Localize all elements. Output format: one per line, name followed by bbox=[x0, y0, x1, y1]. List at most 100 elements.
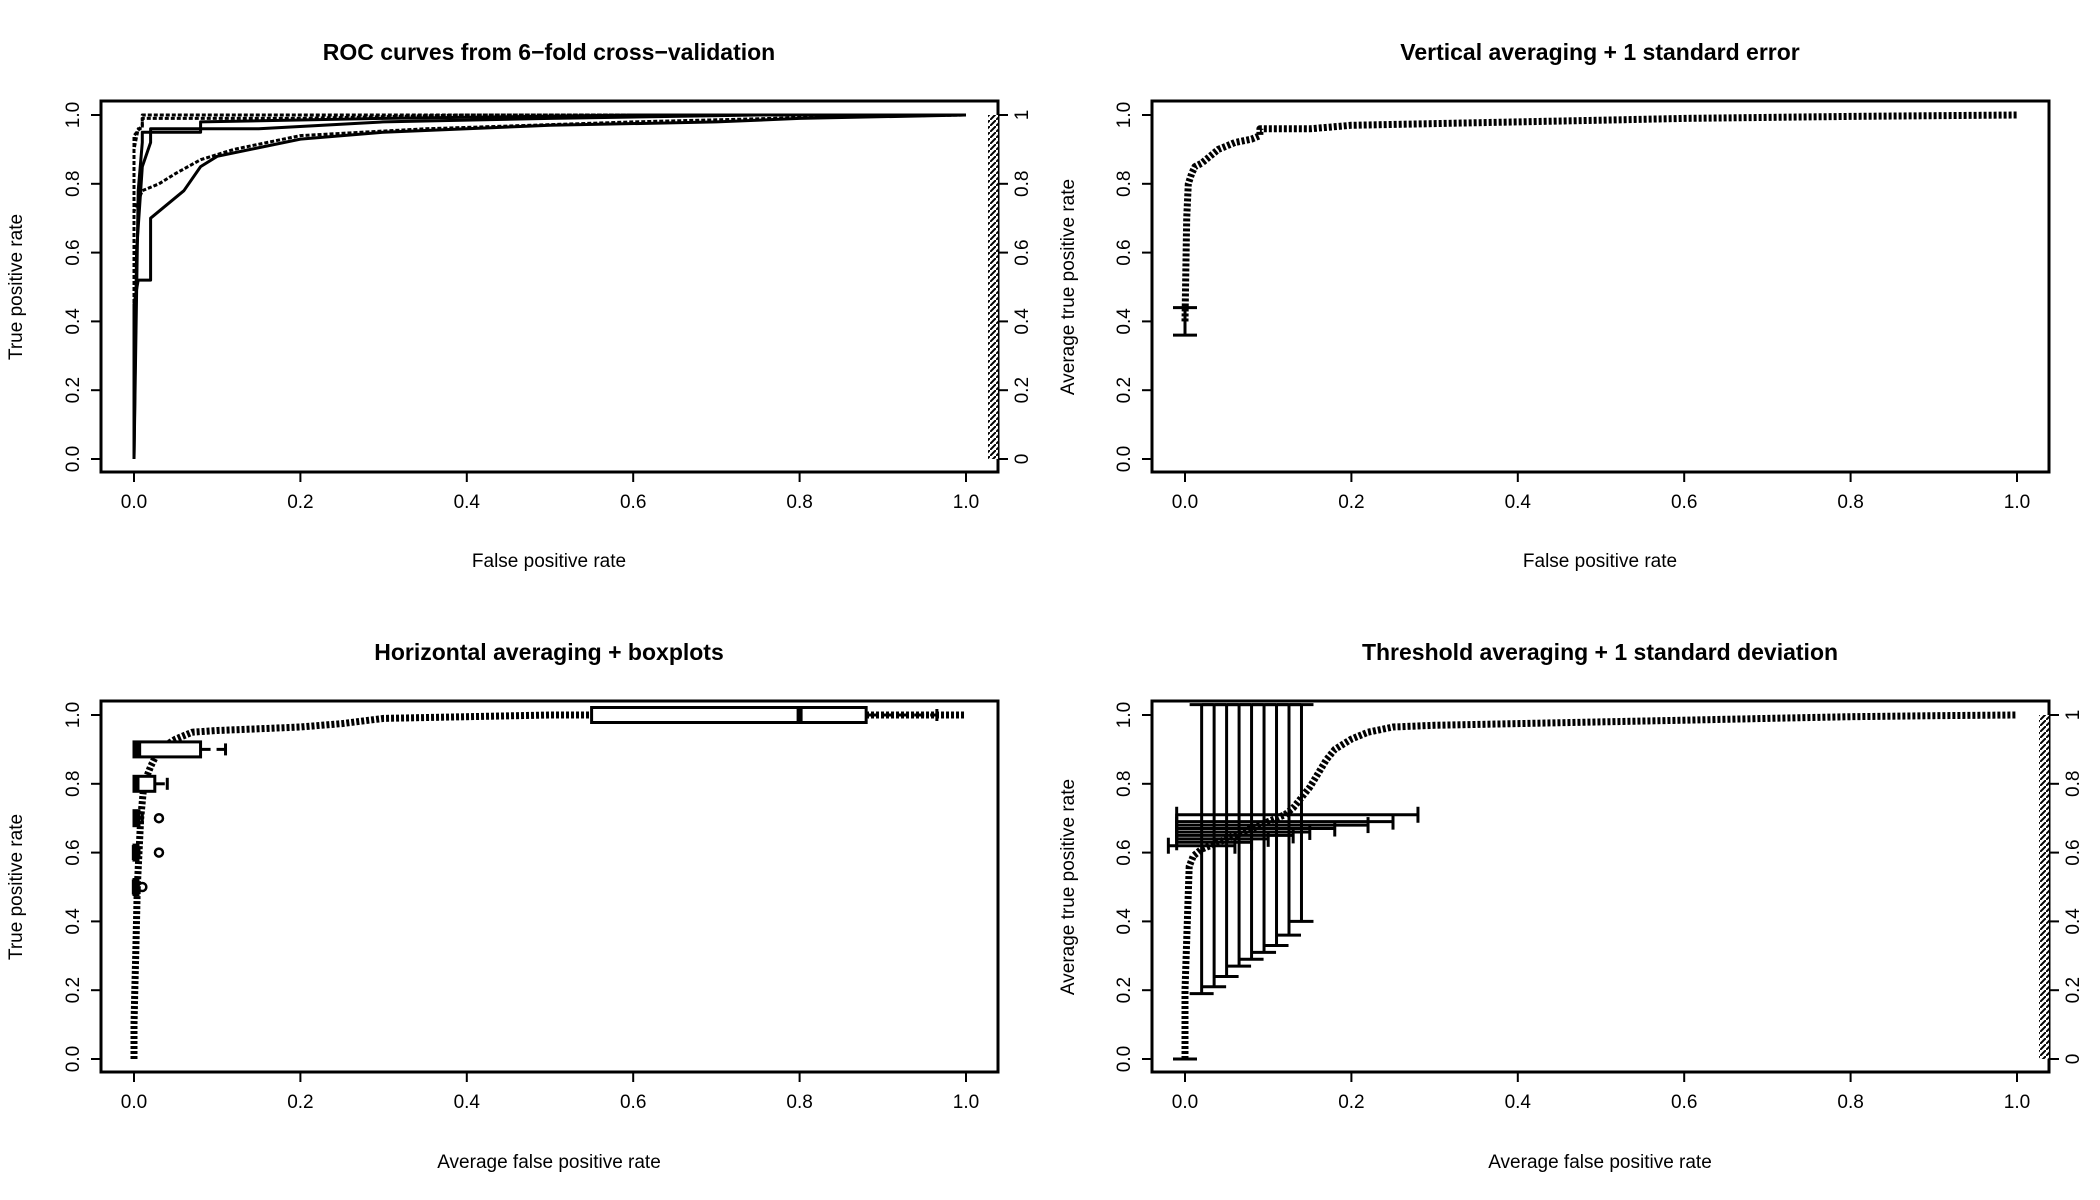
x-tick-label: 0.6 bbox=[1671, 492, 1697, 513]
roc-curve-1 bbox=[132, 113, 967, 459]
y-tick-label: 0.0 bbox=[63, 446, 84, 472]
panel-horizontal-avg-ylabel: True positive rate bbox=[6, 814, 27, 960]
x-tick-label: 0.6 bbox=[620, 1092, 646, 1113]
panel-vertical-avg-frame bbox=[1150, 99, 2051, 474]
panel-horizontal-avg-x-axis: 0.0 0.2 0.4 0.6 0.8 1.0 bbox=[121, 1072, 979, 1113]
panel-horizontal-avg-xlabel: Average false positive rate bbox=[437, 1152, 661, 1173]
boxplot-box bbox=[132, 740, 203, 759]
x-tick-label: 0.2 bbox=[287, 492, 313, 513]
y-tick-label: 0.4 bbox=[1114, 908, 1135, 935]
panel-threshold-avg-xlabel: Average false positive rate bbox=[1488, 1152, 1712, 1173]
x-tick-label: 0.8 bbox=[1837, 1092, 1863, 1113]
panel-vertical-avg-xlabel: False positive rate bbox=[1523, 551, 1677, 572]
right-tick-label: 0.2 bbox=[1012, 377, 1033, 403]
y-tick-label: 0.8 bbox=[1114, 171, 1135, 197]
right-tick-label: 0.8 bbox=[1012, 171, 1033, 197]
x-tick-label: 0.4 bbox=[454, 492, 481, 513]
y-tick-label: 0.8 bbox=[63, 771, 84, 797]
x-tick-label: 1.0 bbox=[953, 1092, 979, 1113]
x-tick-label: 0.6 bbox=[620, 492, 646, 513]
x-tick-label: 0.8 bbox=[786, 492, 812, 513]
y-tick-label: 0.6 bbox=[63, 239, 84, 265]
right-tick-label: 1 bbox=[2063, 710, 2084, 721]
panel-threshold-avg-y-axis: 0.0 0.2 0.4 0.6 0.8 1.0 bbox=[1114, 702, 1152, 1072]
y-tick-label: 0.4 bbox=[63, 908, 84, 935]
panel-horizontal-avg: Horizontal averaging + boxplots 0.0 0.2 0.… bbox=[6, 639, 1000, 1173]
roc-curve-4 bbox=[132, 113, 966, 459]
right-tick-label: 0.4 bbox=[1012, 308, 1033, 335]
panel-cv-curves-y-axis: 0.0 0.2 0.4 0.6 0.8 1.0 bbox=[63, 102, 101, 472]
panel-threshold-avg-right-axis: 0 0.2 0.4 0.6 0.8 1 bbox=[2049, 710, 2084, 1065]
y-tick-label: 0.4 bbox=[63, 308, 84, 335]
y-tick-label: 0.6 bbox=[1114, 839, 1135, 865]
y-tick-label: 0.6 bbox=[1114, 239, 1135, 265]
roc-curve-2 bbox=[132, 113, 967, 459]
panel-cv-curves-right-axis: 0 0.2 0.4 0.6 0.8 1 bbox=[998, 110, 1033, 465]
boxplot-outlier bbox=[137, 881, 148, 893]
y-tick-label: 1.0 bbox=[63, 702, 84, 728]
right-tick-label: 0.8 bbox=[2063, 771, 2084, 797]
x-tick-label: 0.4 bbox=[1505, 1092, 1532, 1113]
x-tick-label: 0.6 bbox=[1671, 1092, 1697, 1113]
panel-cv-curves-xlabel: False positive rate bbox=[472, 551, 626, 572]
panel-cv-curves: ROC curves from 6−fold cross−validation … bbox=[6, 39, 1079, 572]
boxplot-outlier bbox=[153, 812, 165, 824]
y-tick-label: 0.2 bbox=[63, 977, 84, 1003]
panel-threshold-avg-x-axis: 0.0 0.2 0.4 0.6 0.8 1.0 bbox=[1172, 1072, 2030, 1113]
boxplot-outlier bbox=[153, 847, 165, 858]
panel-horizontal-avg-title: Horizontal averaging + boxplots bbox=[374, 639, 724, 665]
panel-vertical-avg-lines bbox=[1173, 111, 2018, 337]
y-tick-label: 0.8 bbox=[63, 171, 84, 197]
panel-vertical-avg-x-axis: 0.0 0.2 0.4 0.6 0.8 1.0 bbox=[1172, 472, 2030, 513]
x-tick-label: 0.2 bbox=[1338, 492, 1364, 513]
y-tick-label: 0.2 bbox=[63, 377, 84, 403]
panel-cv-curves-x-axis: 0.0 0.2 0.4 0.6 0.8 1.0 bbox=[121, 472, 979, 513]
panel-threshold-avg-frame bbox=[1150, 699, 2051, 1074]
panel-cv-curves-lines bbox=[132, 113, 967, 460]
panel-horizontal-avg-y-axis: 0.0 0.2 0.4 0.6 0.8 1.0 bbox=[63, 702, 101, 1072]
x-tick-label: 0.8 bbox=[786, 1092, 812, 1113]
panel-cv-curves-title: ROC curves from 6−fold cross−validation bbox=[323, 39, 775, 65]
roc-curve-1 bbox=[1181, 111, 2018, 322]
panel-threshold-avg-colorbar bbox=[2039, 715, 2049, 1059]
roc-curve-1 bbox=[1181, 711, 2018, 1059]
right-tick-label: 0.6 bbox=[2063, 839, 2084, 865]
boxplot-box bbox=[590, 706, 868, 724]
y-tick-label: 0.0 bbox=[1114, 446, 1135, 472]
y-tick-label: 0.4 bbox=[1114, 308, 1135, 335]
x-tick-label: 0.2 bbox=[287, 1092, 313, 1113]
roc-curve-6 bbox=[132, 113, 966, 459]
panel-cv-curves-ylabel: True positive rate bbox=[6, 214, 27, 360]
right-tick-label: 0.6 bbox=[1012, 239, 1033, 265]
y-tick-label: 0.8 bbox=[1114, 771, 1135, 797]
y-tick-label: 0.0 bbox=[63, 1046, 84, 1072]
panel-vertical-avg: Vertical averaging + 1 standard error 0.… bbox=[1114, 39, 2051, 572]
x-tick-label: 0.4 bbox=[454, 1092, 481, 1113]
panel-cv-curves-frame bbox=[99, 99, 1000, 474]
y-tick-label: 1.0 bbox=[1114, 702, 1135, 728]
y-tick-label: 1.0 bbox=[63, 102, 84, 128]
x-tick-label: 0.2 bbox=[1338, 1092, 1364, 1113]
right-tick-label: 0 bbox=[1012, 454, 1033, 465]
x-tick-label: 0.0 bbox=[121, 492, 147, 513]
x-tick-label: 1.0 bbox=[2004, 1092, 2030, 1113]
x-tick-label: 0.0 bbox=[1172, 1092, 1198, 1113]
y-tick-label: 0.6 bbox=[63, 839, 84, 865]
y-tick-label: 0.0 bbox=[1114, 1046, 1135, 1072]
panel-threshold-avg-lines bbox=[1166, 703, 2018, 1061]
panel-vertical-avg-y-axis: 0.0 0.2 0.4 0.6 0.8 1.0 bbox=[1114, 102, 1152, 472]
panel-vertical-avg-title: Vertical averaging + 1 standard error bbox=[1400, 39, 1800, 65]
right-tick-label: 1 bbox=[1012, 110, 1033, 121]
x-tick-label: 0.8 bbox=[1837, 492, 1863, 513]
panel-cv-curves-ylabel-right: Average true positive rate bbox=[1058, 179, 1079, 395]
right-tick-label: 0 bbox=[2063, 1054, 2084, 1065]
panel-cv-curves-colorbar bbox=[988, 115, 998, 459]
panel-threshold-avg-ylabel: Average true positive rate bbox=[1058, 779, 1079, 995]
x-tick-label: 0.0 bbox=[1172, 492, 1198, 513]
panel-threshold-avg: Threshold averaging + 1 standard deviati… bbox=[1058, 639, 2084, 1173]
panel-horizontal-avg-lines bbox=[130, 706, 966, 1059]
roc-curve-3 bbox=[132, 113, 966, 460]
roc-curve-5 bbox=[132, 113, 966, 460]
y-tick-label: 0.2 bbox=[1114, 977, 1135, 1003]
